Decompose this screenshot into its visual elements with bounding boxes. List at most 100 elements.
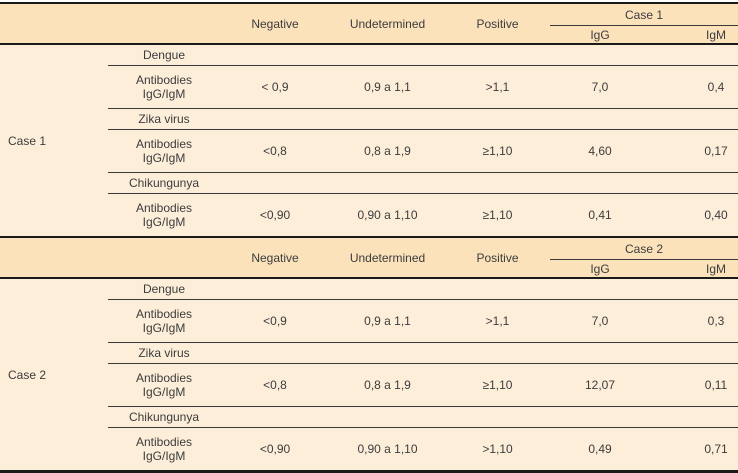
value-cell-undetermined: 0,9 a 1,1 (330, 65, 445, 109)
case2-body: Case 2 Dengue Antibodies IgG/IgM <0,9 0,… (0, 278, 738, 472)
antibody-label-line1: Antibodies (135, 307, 193, 321)
disease-row: Chikungunya (0, 172, 738, 194)
empty-cell (550, 44, 650, 66)
value-cell-positive: >1,1 (445, 65, 550, 109)
case2-table: Negative Undetermined Positive Case 2 Ig… (0, 236, 738, 473)
col-header-igm: IgM (705, 261, 726, 276)
empty-cell (330, 172, 445, 194)
antibody-values-row: Antibodies IgG/IgM <0,8 0,8 a 1,9 ≥1,10 … (0, 363, 738, 407)
value-cell-undetermined: 0,90 a 1,10 (357, 208, 418, 222)
value-cell-igm: 0,40 (704, 208, 728, 222)
empty-cell (445, 342, 550, 364)
antibody-label-line2: IgG/IgM (142, 449, 186, 463)
empty-cell (650, 342, 738, 364)
value-cell-igm: 0,3 (650, 299, 738, 343)
value-cell-undetermined: 0,8 a 1,9 (330, 129, 445, 173)
header-row-top: Negative Undetermined Positive Case 2 (0, 237, 738, 265)
antibody-label-line2: IgG/IgM (142, 151, 186, 165)
empty-cell (550, 406, 650, 428)
disease-row: Chikungunya (0, 406, 738, 428)
case2-group-header: Case 2 (550, 237, 738, 260)
value-cell-igg: 12,07 (550, 363, 650, 407)
antibody-label-line2: IgG/IgM (142, 321, 186, 335)
col-header-negative: Negative (251, 250, 299, 265)
value-cell-undetermined: 0,9 a 1,1 (330, 299, 445, 343)
empty-cell (220, 172, 330, 194)
value-cell-igg: 4,60 (550, 129, 650, 173)
disease-name-cell: Dengue (108, 278, 220, 300)
empty-cell (330, 342, 445, 364)
value-cell-positive: ≥1,10 (445, 363, 550, 407)
empty-cell (550, 342, 650, 364)
empty-cell (650, 172, 738, 194)
col-header-undetermined: Undetermined (349, 16, 426, 31)
value-cell-negative: <0,8 (220, 129, 330, 173)
value-cell-igg: 0,41 (588, 208, 612, 222)
disease-name-cell: Chikungunya (108, 172, 220, 194)
case-label-cell: Case 1 (8, 133, 47, 148)
disease-row: Case 1 Dengue (0, 44, 738, 148)
antibody-values-row: Antibodies IgG/IgM <0,9 0,9 a 1,1 >1,1 7… (0, 299, 738, 343)
col-header-undetermined: Undetermined (349, 250, 426, 265)
value-cell-positive: >1,1 (445, 299, 550, 343)
antibody-label-cell: Antibodies IgG/IgM (108, 363, 220, 407)
empty-cell (445, 108, 550, 130)
antibody-label-line2: IgG/IgM (142, 215, 186, 229)
value-cell-igm: 0,17 (650, 129, 738, 173)
empty-cell (220, 108, 330, 130)
col-header-positive: Positive (476, 16, 519, 31)
empty-cell (445, 278, 550, 300)
antibody-label-cell: Antibodies IgG/IgM (108, 299, 220, 343)
antibody-values-row: Antibodies IgG/IgM <0,90 0,90 a 1,10 ≥1,… (0, 194, 738, 237)
value-cell-undetermined: 0,8 a 1,9 (330, 363, 445, 407)
case-label-cell: Case 2 (8, 367, 47, 382)
antibody-values-row: Antibodies IgG/IgM <0,90 0,90 a 1,10 >1,… (0, 428, 738, 472)
disease-row: Case 2 Dengue (0, 278, 738, 382)
empty-cell (445, 44, 550, 66)
disease-name-cell: Zika virus (108, 342, 220, 364)
empty-cell (650, 44, 738, 66)
case2-header-band: Negative Undetermined Positive Case 2 Ig… (0, 237, 738, 278)
empty-cell (220, 342, 330, 364)
empty-cell (330, 108, 445, 130)
value-cell-igm: 0,11 (650, 363, 738, 407)
antibody-label-cell: Antibodies IgG/IgM (108, 428, 220, 472)
value-cell-positive: ≥1,10 (482, 208, 513, 222)
antibody-label-line1: Antibodies (135, 137, 193, 151)
header-row-sub: IgG IgM (0, 26, 738, 45)
empty-cell (220, 44, 330, 66)
disease-name-cell: Dengue (108, 44, 220, 66)
empty-cell (330, 406, 445, 428)
empty-cell (650, 108, 738, 130)
case1-group-header: Case 1 (550, 3, 738, 26)
disease-row: Zika virus (0, 108, 738, 130)
empty-cell (330, 278, 445, 300)
empty-cell (650, 406, 738, 428)
empty-cell (445, 172, 550, 194)
empty-cell (550, 108, 650, 130)
value-cell-negative: <0,9 (220, 299, 330, 343)
antibody-label-line1: Antibodies (135, 371, 193, 385)
antibody-label-line1: Antibodies (135, 73, 193, 87)
value-cell-negative: < 0,9 (220, 65, 330, 109)
antibody-label-line2: IgG/IgM (142, 87, 186, 101)
header-spacer-cell (0, 3, 220, 44)
case1-body: Case 1 Dengue Antibodies IgG/IgM < 0,9 0… (0, 44, 738, 236)
value-cell-positive: ≥1,10 (445, 129, 550, 173)
empty-cell (445, 406, 550, 428)
antibody-label-line1: Antibodies (135, 201, 193, 215)
empty-cell (650, 278, 738, 300)
disease-row: Zika virus (0, 342, 738, 364)
antibody-label-cell: Antibodies IgG/IgM (108, 129, 220, 173)
empty-cell (220, 406, 330, 428)
antibody-label-line2: IgG/IgM (142, 385, 186, 399)
col-header-igg: IgG (590, 27, 610, 42)
antibody-label-line1: Antibodies (135, 435, 193, 449)
empty-cell (330, 44, 445, 66)
value-cell-negative: <0,8 (220, 363, 330, 407)
value-cell-igg: 7,0 (550, 65, 650, 109)
value-cell-igg: 7,0 (550, 299, 650, 343)
header-row-sub: IgG IgM (0, 260, 738, 279)
case1-header-band: Negative Undetermined Positive Case 1 Ig… (0, 3, 738, 44)
